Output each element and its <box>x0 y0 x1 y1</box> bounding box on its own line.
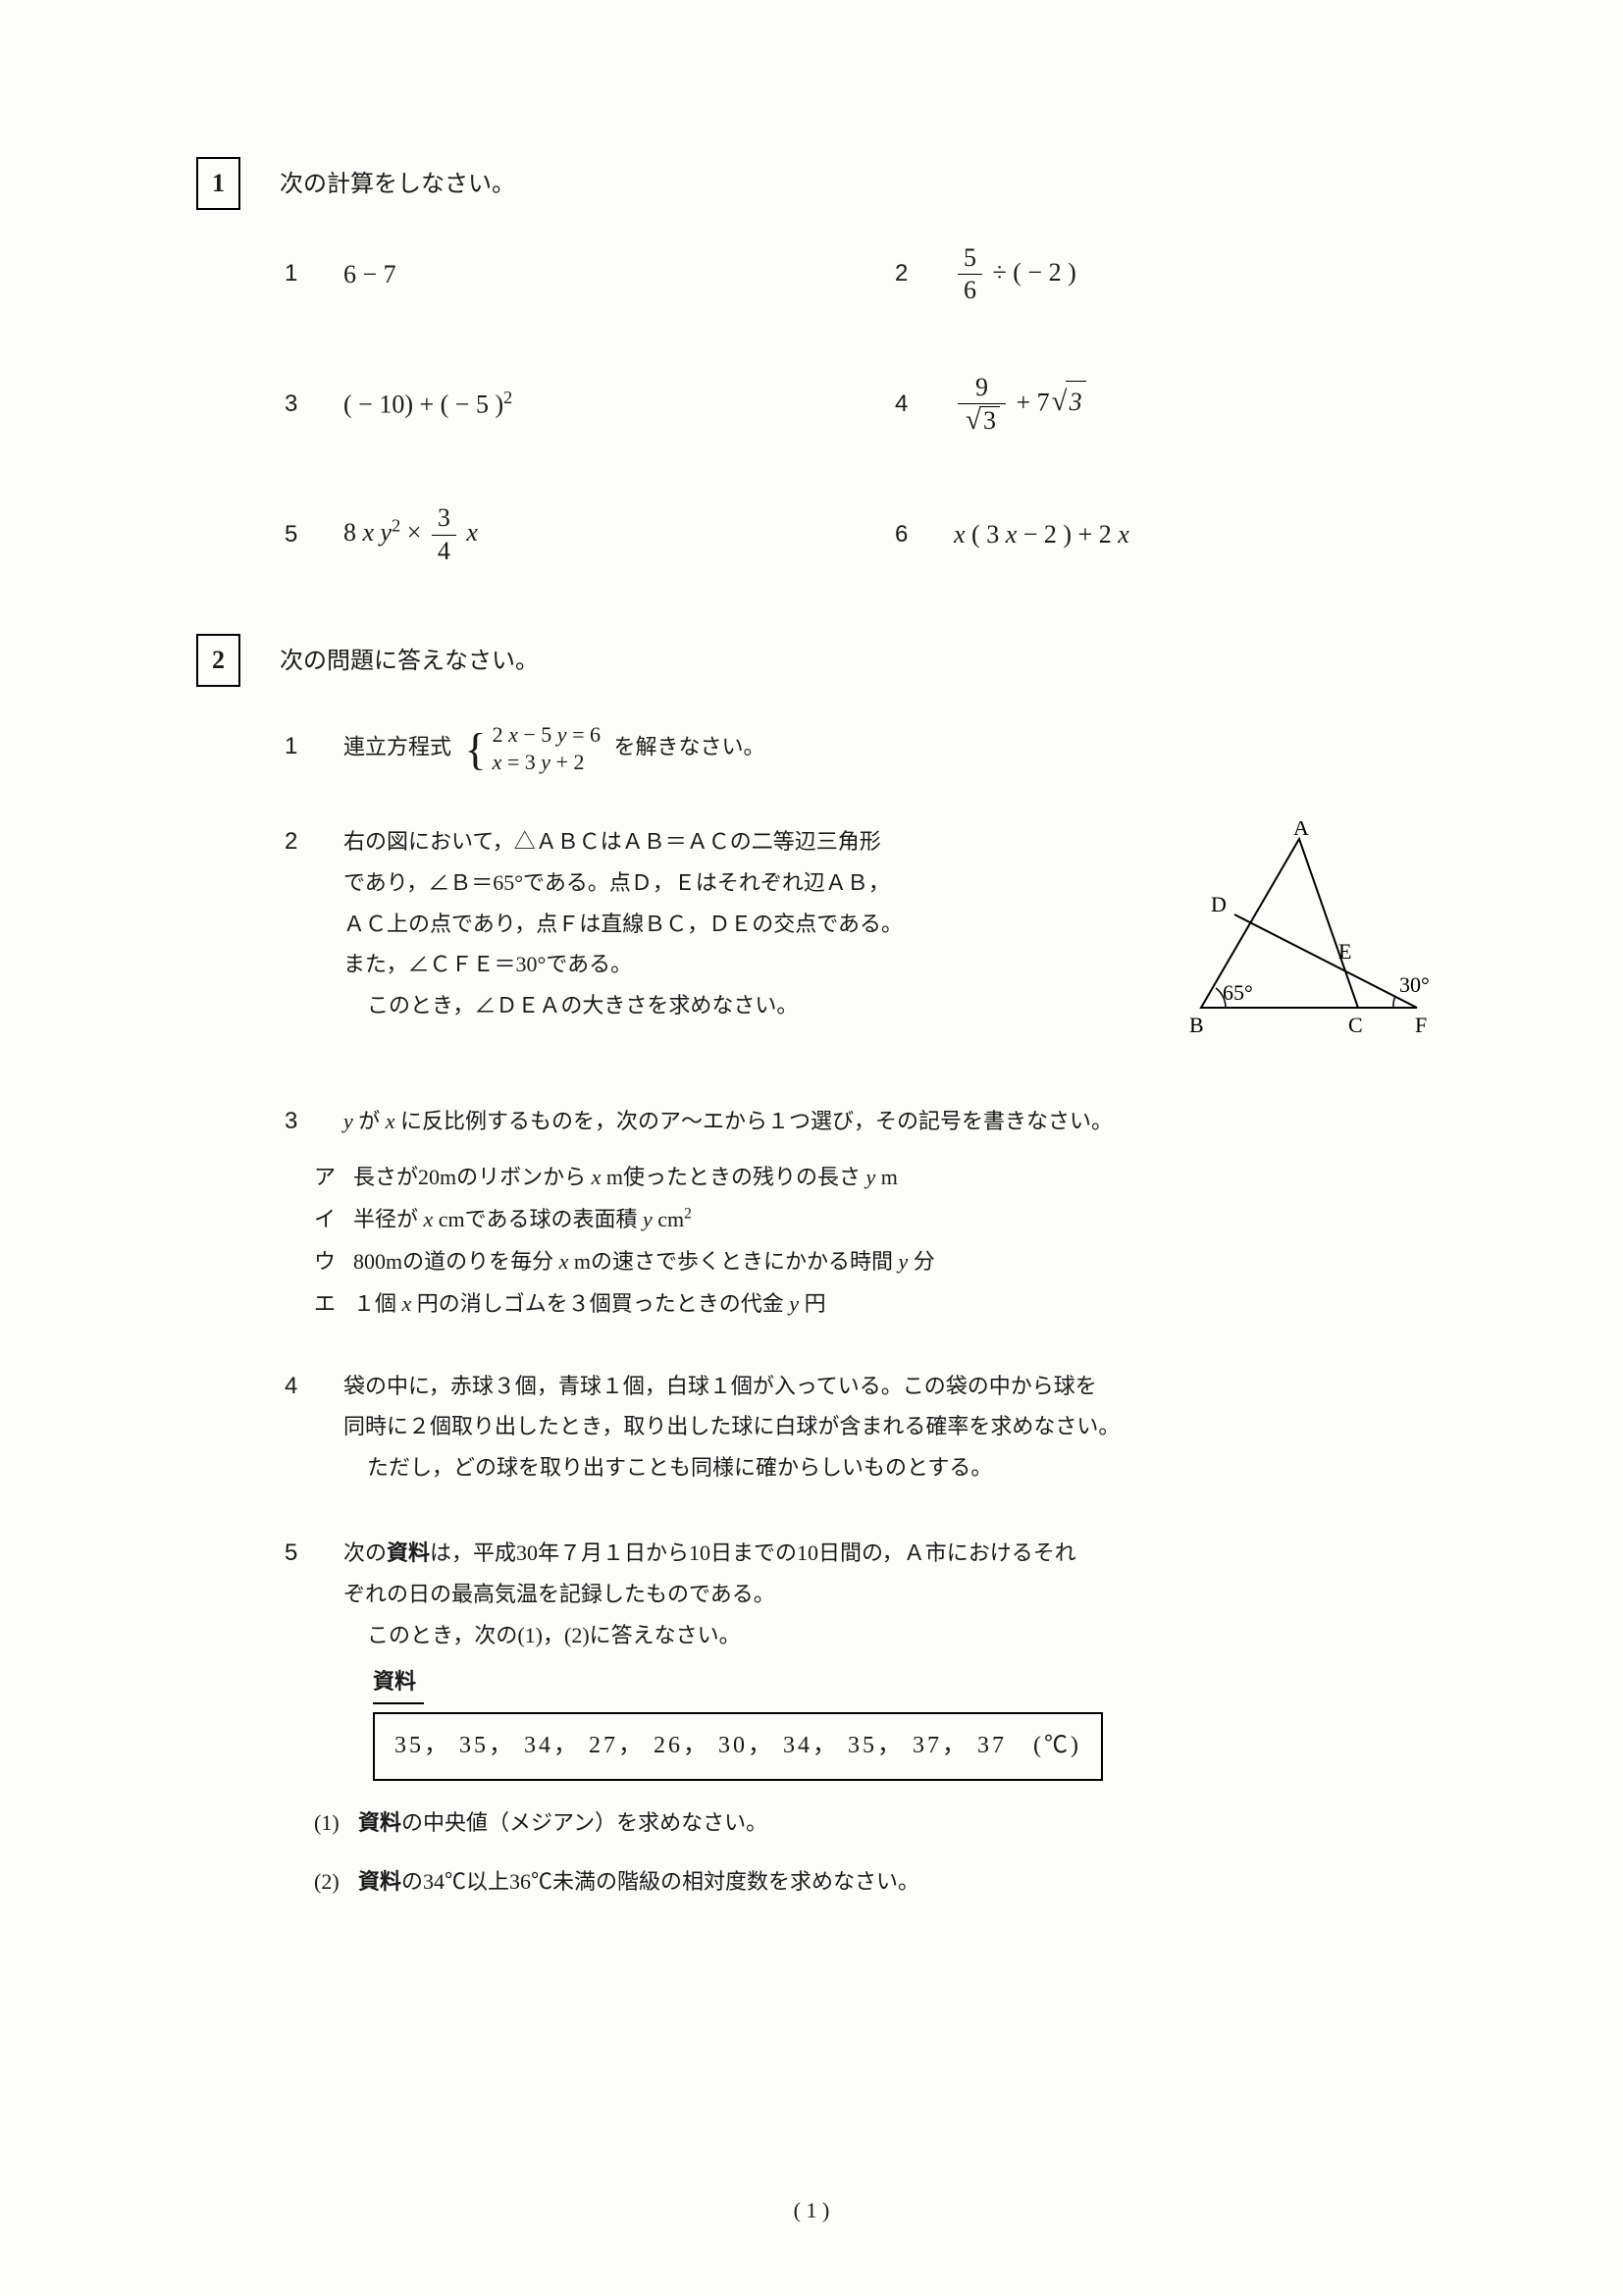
brace-icon: { <box>465 729 487 769</box>
p2-line5: このとき，∠ＤＥＡの大きさを求めなさい。 <box>343 985 1152 1026</box>
calc-item-expr: ( − 10) + ( − 5 )2 <box>343 384 512 425</box>
calc-item-6: 6 x ( 3 x − 2 ) + 2 x <box>895 504 1446 565</box>
choice-label: エ <box>314 1286 353 1321</box>
sub-questions: (1)資料の中央値（メジアン）を求めなさい。(2)資料の34℃以上36℃未満の階… <box>285 1805 1446 1899</box>
section-2: 2 次の問題に答えなさい。 1 連立方程式 { 2 x − 5 y = 6 x … <box>196 634 1446 1899</box>
problem-2-1-body: 連立方程式 { 2 x − 5 y = 6 x = 3 y + 2 を解きなさい… <box>343 721 1446 777</box>
triangle-svg: A B C D E F 65° 30° <box>1172 821 1446 1047</box>
angle-30: 30° <box>1399 972 1430 997</box>
sub-q-text: 資料の中央値（メジアン）を求めなさい。 <box>358 1805 767 1840</box>
data-box: 35， 35， 34， 27， 26， 30， 34， 35， 37， 37 (… <box>373 1712 1103 1781</box>
p5-line1: 次の資料は，平成30年７月１日から10日までの10日間の，Ａ市におけるそれ <box>343 1533 1446 1574</box>
sub-q-num: (1) <box>314 1805 358 1840</box>
problem-2-2-body: 右の図において，△ＡＢＣはＡＢ＝ＡＣの二等辺三角形 であり，∠Ｂ＝65°である。… <box>343 821 1152 1026</box>
problem-2-2-num: 2 <box>285 823 304 861</box>
label-E: E <box>1338 939 1351 964</box>
calc-item-expr: 6 − 7 <box>343 254 396 295</box>
p5-line2: ぞれの日の最高気温を記録したものである。 <box>343 1574 1446 1615</box>
label-B: B <box>1189 1013 1204 1037</box>
triangle-figure: A B C D E F 65° 30° <box>1172 821 1446 1057</box>
calc-item-1: 1 6 − 7 <box>285 244 836 305</box>
p4-line2: 同時に２個取り出したとき，取り出した球に白球が含まれる確率を求めなさい。 <box>343 1406 1446 1447</box>
calc-item-expr: x ( 3 x − 2 ) + 2 x <box>954 514 1129 555</box>
system-equations: { 2 x − 5 y = 6 x = 3 y + 2 <box>465 721 601 777</box>
calc-item-expr: 93 + 73 <box>954 374 1086 436</box>
section-1-title: 次の計算をしなさい。 <box>280 166 515 203</box>
p4-line1: 袋の中に，赤球３個，青球１個，白球１個が入っている。この袋の中から球を <box>343 1366 1446 1407</box>
label-A: A <box>1293 821 1309 840</box>
calc-item-5: 5 8 x y2 × 34 x <box>285 504 836 565</box>
sub-question: (1)資料の中央値（メジアン）を求めなさい。 <box>314 1805 1446 1840</box>
calc-item-num: 2 <box>895 255 915 292</box>
calc-item-num: 6 <box>895 516 915 553</box>
calc-item-4: 4 93 + 73 <box>895 374 1446 436</box>
problem-2-3-num: 3 <box>285 1103 304 1140</box>
p2-line2: であり，∠Ｂ＝65°である。点Ｄ，Ｅはそれぞれ辺ＡＢ， <box>343 862 1152 904</box>
p2-line4: また，∠ＣＦＥ＝30°である。 <box>343 944 1152 985</box>
sub-q-text: 資料の34℃以上36℃未満の階級の相対度数を求めなさい。 <box>358 1864 919 1899</box>
calc-item-num: 1 <box>285 255 304 292</box>
sub-question: (2)資料の34℃以上36℃未満の階級の相対度数を求めなさい。 <box>314 1864 1446 1899</box>
choice-label: イ <box>314 1202 353 1236</box>
choice-text: １個 x 円の消しゴムを３個買ったときの代金 y 円 <box>353 1286 826 1321</box>
problem-2-5-num: 5 <box>285 1535 304 1572</box>
section-2-title: 次の問題に答えなさい。 <box>280 643 539 680</box>
p2-line1: 右の図において，△ＡＢＣはＡＢ＝ＡＣの二等辺三角形 <box>343 821 1152 862</box>
problem-2-5: 5 次の資料は，平成30年７月１日から10日までの10日間の，Ａ市におけるそれ … <box>196 1533 1446 1899</box>
problem-2-4-num: 4 <box>285 1368 304 1405</box>
equation-2: x = 3 y + 2 <box>493 749 601 777</box>
problem-2-4-body: 袋の中に，赤球３個，青球１個，白球１個が入っている。この袋の中から球を 同時に２… <box>343 1366 1446 1488</box>
calc-item-num: 5 <box>285 516 304 553</box>
problem-2-1-after: を解きなさい。 <box>613 734 764 758</box>
label-C: C <box>1348 1013 1363 1037</box>
section-1: 1 次の計算をしなさい。 1 6 − 7 2 56 ÷ ( − 2 ) 3 ( − 10)… <box>196 157 1446 565</box>
calc-item-expr: 56 ÷ ( − 2 ) <box>954 244 1076 305</box>
choice-エ: エ１個 x 円の消しゴムを３個買ったときの代金 y 円 <box>314 1286 1446 1321</box>
calc-grid: 1 6 − 7 2 56 ÷ ( − 2 ) 3 ( − 10) + ( − 5 )2 4 9… <box>196 244 1446 566</box>
choice-text: 長さが20mのリボンから x m使ったときの残りの長さ y m <box>353 1160 898 1194</box>
choice-list: ア長さが20mのリボンから x m使ったときの残りの長さ y mイ半径が x c… <box>285 1160 1446 1322</box>
choice-label: ア <box>314 1160 353 1194</box>
problem-2-2: 2 右の図において，△ＡＢＣはＡＢ＝ＡＣの二等辺三角形 であり，∠Ｂ＝65°であ… <box>196 821 1446 1057</box>
section-2-number-box: 2 <box>196 634 240 687</box>
problem-2-4: 4 袋の中に，赤球３個，青球１個，白球１個が入っている。この袋の中から球を 同時… <box>196 1366 1446 1488</box>
choice-text: 半径が x cmである球の表面積 y cm2 <box>353 1202 692 1236</box>
section-2-header: 2 次の問題に答えなさい。 <box>196 634 1446 687</box>
choice-label: ウ <box>314 1244 353 1278</box>
data-label: 資料 <box>373 1661 424 1704</box>
page-number: ( 1 ) <box>0 2193 1623 2227</box>
angle-65: 65° <box>1223 980 1253 1005</box>
label-F: F <box>1415 1013 1427 1037</box>
choice-text: 800mの道のりを毎分 x mの速さで歩くときにかかる時間 y 分 <box>353 1244 935 1278</box>
calc-item-2: 2 56 ÷ ( − 2 ) <box>895 244 1446 305</box>
calc-item-3: 3 ( − 10) + ( − 5 )2 <box>285 374 836 436</box>
label-D: D <box>1211 892 1227 916</box>
problem-2-5-body: 次の資料は，平成30年７月１日から10日までの10日間の，Ａ市におけるそれ ぞれ… <box>343 1533 1446 1781</box>
choice-ア: ア長さが20mのリボンから x m使ったときの残りの長さ y m <box>314 1160 1446 1194</box>
section-1-number-box: 1 <box>196 157 240 210</box>
p4-line3: ただし，どの球を取り出すことも同様に確からしいものとする。 <box>343 1447 1446 1488</box>
calc-item-num: 4 <box>895 386 915 423</box>
sub-q-num: (2) <box>314 1864 358 1899</box>
problem-2-3: 3 y が x に反比例するものを，次のア〜エから１つ選び，その記号を書きなさい… <box>196 1101 1446 1322</box>
choice-イ: イ半径が x cmである球の表面積 y cm2 <box>314 1202 1446 1236</box>
problem-2-1: 1 連立方程式 { 2 x − 5 y = 6 x = 3 y + 2 を解きな… <box>196 721 1446 777</box>
problem-2-3-text: y が x に反比例するものを，次のア〜エから１つ選び，その記号を書きなさい。 <box>343 1101 1446 1142</box>
equation-1: 2 x − 5 y = 6 <box>493 721 601 750</box>
choice-ウ: ウ800mの道のりを毎分 x mの速さで歩くときにかかる時間 y 分 <box>314 1244 1446 1278</box>
p2-line3: ＡＣ上の点であり，点Ｆは直線ＢＣ，ＤＥの交点である。 <box>343 904 1152 945</box>
problem-2-1-num: 1 <box>285 728 304 765</box>
p5-line3: このとき，次の(1)，(2)に答えなさい。 <box>343 1615 1446 1656</box>
calc-item-expr: 8 x y2 × 34 x <box>343 504 478 565</box>
section-1-header: 1 次の計算をしなさい。 <box>196 157 1446 210</box>
problem-2-1-label: 連立方程式 <box>343 734 451 758</box>
calc-item-num: 3 <box>285 386 304 423</box>
